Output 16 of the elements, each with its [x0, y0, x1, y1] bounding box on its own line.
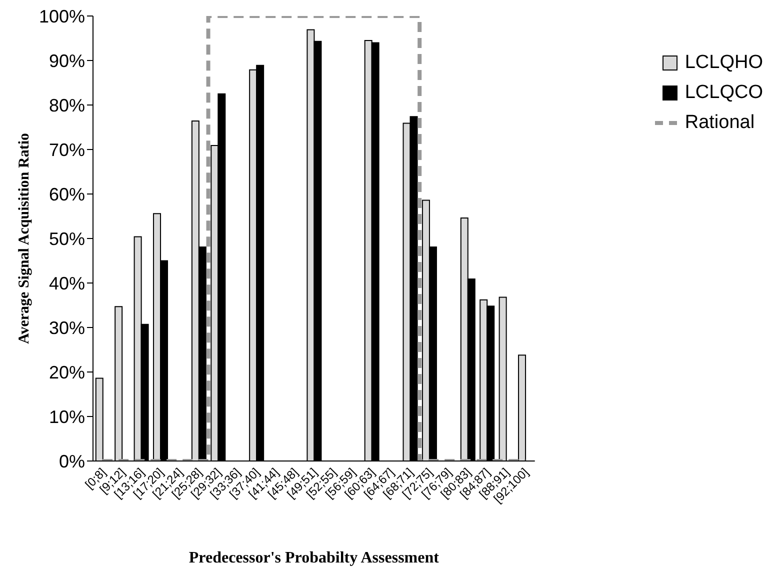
legend-label: LCLQCO: [684, 81, 763, 105]
y-tick-label: 0%: [58, 451, 85, 472]
y-tick-label: 100%: [38, 6, 85, 26]
y-tick-label: 60%: [48, 184, 85, 204]
legend-label: LCLQHO: [684, 51, 763, 75]
x-axis-title: Predecessor's Probabilty Assessment: [188, 549, 440, 566]
y-tick-label: 90%: [48, 50, 85, 71]
y-tick-label: 50%: [48, 228, 85, 249]
y-tick-label: 80%: [48, 95, 85, 116]
y-tick-label: 20%: [48, 362, 85, 382]
y-tick-label: 30%: [48, 318, 85, 338]
y-tick-label: 40%: [48, 273, 85, 294]
y-axis-title: Average Signal Acquisition Ratio: [16, 133, 32, 344]
y-tick-label: 70%: [48, 140, 85, 160]
y-tick-label: 10%: [48, 406, 85, 427]
legend-label: Rational: [684, 111, 755, 135]
